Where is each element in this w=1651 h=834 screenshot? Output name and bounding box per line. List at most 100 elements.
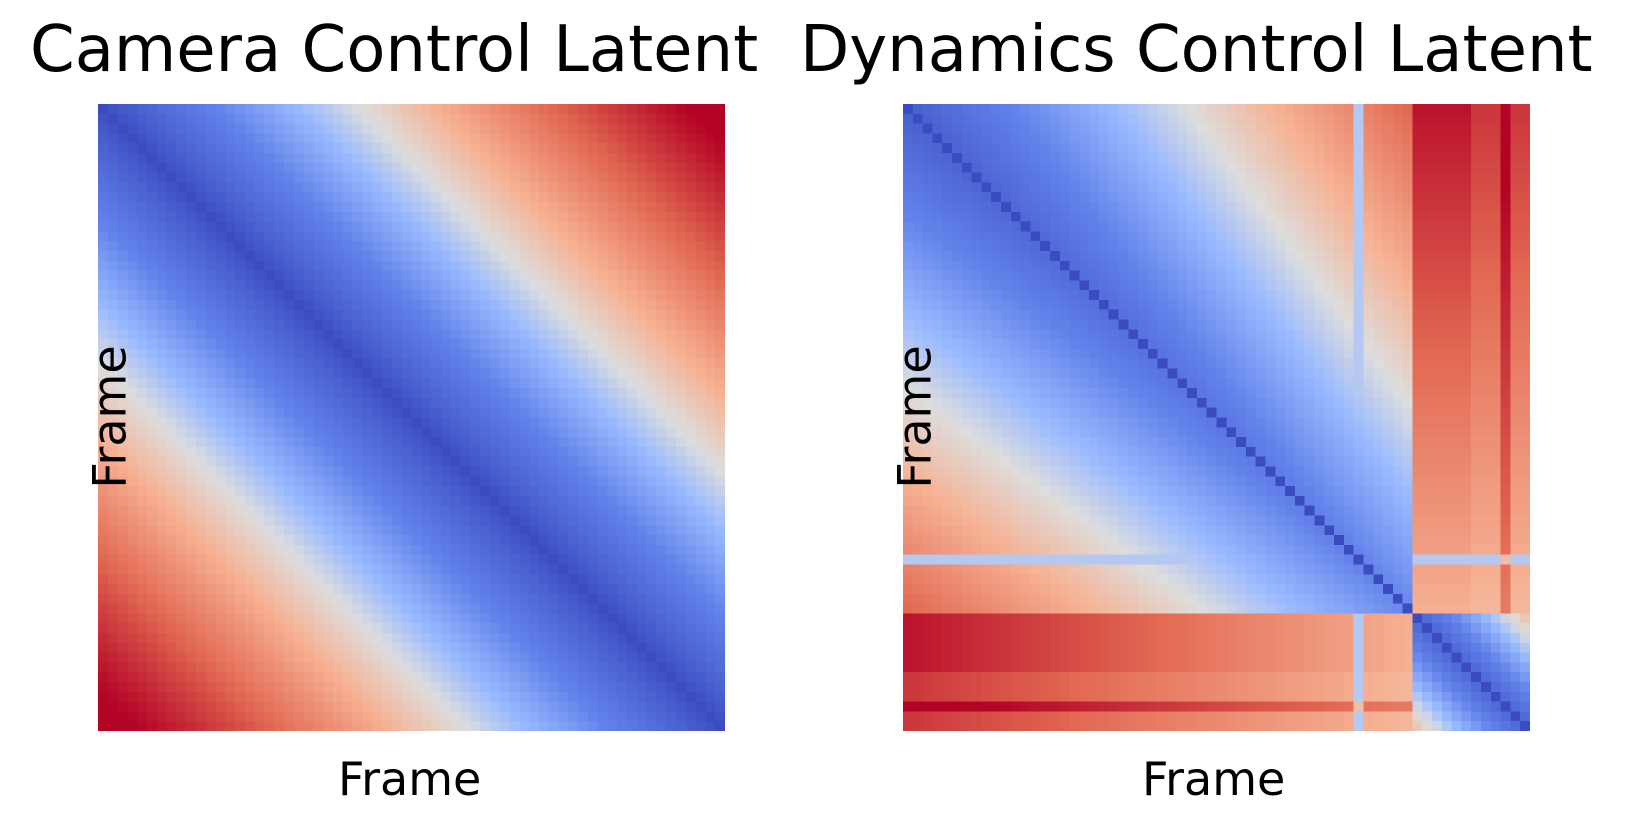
heatmap-cell <box>509 319 520 330</box>
heatmap-cell <box>1520 104 1530 115</box>
heatmap-cell <box>186 250 197 262</box>
heatmap-cell <box>1177 152 1188 164</box>
heatmap-cell <box>971 221 982 232</box>
heatmap-cell <box>342 652 354 664</box>
heatmap-cell <box>1020 133 1031 144</box>
heatmap-cell <box>627 133 638 144</box>
heatmap-cell <box>156 417 168 428</box>
heatmap-cell <box>342 721 354 731</box>
heatmap-cell <box>705 290 716 301</box>
heatmap-cell <box>313 407 324 419</box>
heatmap-cell <box>538 162 550 174</box>
heatmap-cell <box>617 554 628 566</box>
heatmap-cell <box>313 633 324 644</box>
heatmap-cell <box>1167 211 1178 223</box>
heatmap-cell <box>1049 172 1061 183</box>
heatmap-cell <box>195 593 207 605</box>
heatmap-cell <box>1422 123 1433 134</box>
heatmap-cell <box>293 466 305 477</box>
heatmap-cell <box>597 172 609 183</box>
heatmap-cell <box>646 417 658 428</box>
heatmap-cell <box>98 250 109 262</box>
heatmap-cell <box>1265 221 1276 232</box>
heatmap-cell <box>421 172 432 183</box>
heatmap-cell <box>636 388 648 399</box>
heatmap-cell <box>519 417 530 428</box>
heatmap-cell <box>509 348 520 360</box>
heatmap-cell <box>617 182 628 193</box>
heatmap-cell <box>558 290 569 301</box>
heatmap-cell <box>450 495 462 507</box>
heatmap-cell <box>1422 201 1433 213</box>
heatmap-cell <box>1402 211 1414 223</box>
heatmap-cell <box>372 250 383 262</box>
heatmap-cell <box>942 113 953 125</box>
heatmap-cell <box>146 652 158 664</box>
heatmap-cell <box>666 672 677 683</box>
heatmap-cell <box>450 593 462 605</box>
heatmap-cell <box>1412 211 1423 223</box>
heatmap-cell <box>715 250 725 262</box>
heatmap-cell <box>411 672 422 683</box>
heatmap-cell <box>195 486 207 497</box>
heatmap-cell <box>352 603 364 615</box>
heatmap-cell <box>666 535 677 546</box>
heatmap-cell <box>450 437 462 448</box>
heatmap-cell <box>499 662 511 673</box>
heatmap-cell <box>558 152 569 164</box>
heatmap-cell <box>460 505 471 517</box>
heatmap-cell <box>470 535 481 546</box>
heatmap-cell <box>617 123 628 134</box>
heatmap-cell <box>1343 143 1355 154</box>
heatmap-cell <box>362 143 373 154</box>
heatmap-cell <box>558 584 569 595</box>
heatmap-cell <box>627 495 638 507</box>
heatmap-cell <box>205 260 217 272</box>
heatmap-cell <box>1265 113 1276 125</box>
heatmap-cell <box>646 201 658 213</box>
heatmap-cell <box>558 182 569 193</box>
heatmap-cell <box>391 623 403 634</box>
heatmap-cell <box>274 201 285 213</box>
heatmap-cell <box>1098 104 1110 115</box>
heatmap-cell <box>137 280 148 291</box>
heatmap-cell <box>666 515 677 526</box>
heatmap-cell <box>166 593 177 605</box>
heatmap-cell <box>450 544 462 556</box>
heatmap-cell <box>440 613 452 624</box>
heatmap-cell <box>1020 182 1031 193</box>
heatmap-cell <box>166 466 177 477</box>
heatmap-cell <box>529 133 540 144</box>
heatmap-cell <box>107 221 119 232</box>
heatmap-cell <box>509 339 520 350</box>
heatmap-cell <box>656 397 667 409</box>
heatmap-cell <box>342 231 354 242</box>
heatmap-cell <box>1481 152 1492 164</box>
heatmap-cell <box>538 446 550 458</box>
heatmap-cell <box>215 221 226 232</box>
heatmap-cell <box>1089 133 1100 144</box>
heatmap-cell <box>1334 182 1345 193</box>
heatmap-cell <box>519 721 530 731</box>
heatmap-cell <box>529 221 540 232</box>
heatmap-cell <box>166 231 177 242</box>
heatmap-cell <box>431 250 442 262</box>
heatmap-cell <box>685 456 697 468</box>
heatmap-cell <box>352 104 364 115</box>
heatmap-cell <box>705 201 716 213</box>
heatmap-cell <box>548 231 560 242</box>
heatmap-cell <box>195 143 207 154</box>
heatmap-cell <box>372 633 383 644</box>
heatmap-cell <box>284 691 295 703</box>
heatmap-cell <box>333 466 344 477</box>
heatmap-cell <box>431 339 442 350</box>
heatmap-cell <box>176 476 187 487</box>
heatmap-cell <box>215 417 226 428</box>
heatmap-cell <box>372 564 383 575</box>
heatmap-cell <box>1255 143 1267 154</box>
heatmap-cell <box>578 456 589 468</box>
heatmap-cell <box>195 221 207 232</box>
heatmap-cell <box>578 290 589 301</box>
heatmap-cell <box>695 623 707 634</box>
heatmap-cell <box>352 495 364 507</box>
